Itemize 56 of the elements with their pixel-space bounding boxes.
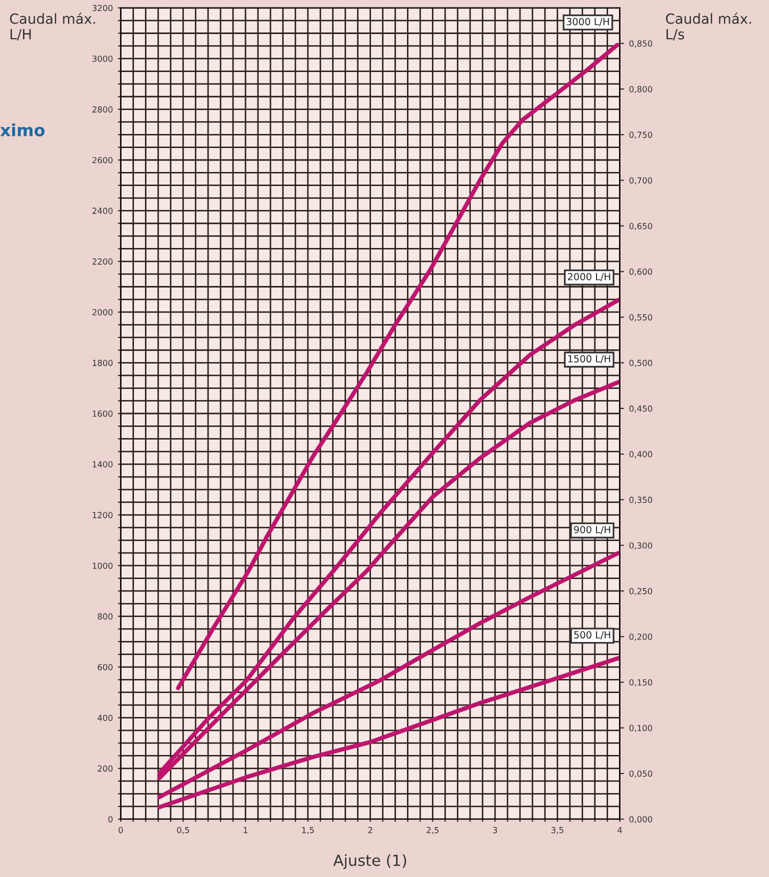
y2-tick-label: 0,750 <box>629 132 652 139</box>
text: 1500 L/H <box>568 355 610 364</box>
line-series <box>176 42 620 690</box>
x-tick-label: 3,5 <box>551 826 564 834</box>
text: 900 L/H <box>574 526 610 534</box>
y2-tick-label: 0,100 <box>629 724 652 732</box>
y-tick-label: 600 <box>98 664 113 670</box>
line-series <box>157 550 620 800</box>
y-tick-label: 1600 <box>92 410 113 417</box>
line-series <box>157 656 620 810</box>
y-tick-label: 0 <box>108 816 113 822</box>
y2-tick-label: 0,300 <box>629 542 652 550</box>
text: 500 L/H <box>574 631 610 640</box>
y2-tick-label: 0,050 <box>629 770 652 778</box>
y-tick-label: 800 <box>98 613 113 620</box>
y2-tick-label: 0,350 <box>629 496 652 504</box>
y-tick-label: 2400 <box>92 208 113 214</box>
y-tick-label: 200 <box>98 765 113 772</box>
y2-tick-label: 0,150 <box>629 679 652 686</box>
y2-tick-label: 0,850 <box>629 40 652 48</box>
x-tick-label: 0,5 <box>177 826 190 834</box>
y2-tick-label: 0,400 <box>629 451 652 458</box>
text: ximo <box>0 123 45 136</box>
y-tick-label: 1800 <box>92 360 113 366</box>
x-tick-label: 4 <box>618 827 622 834</box>
y2-tick-label: 0,450 <box>629 405 652 413</box>
text: 3000 L/H <box>566 18 609 26</box>
y-tick-label: 1400 <box>92 461 113 468</box>
y2-tick-label: 0,550 <box>629 314 652 322</box>
y-tick-label: 1000 <box>92 562 113 569</box>
y-tick-label: 3000 <box>92 56 113 62</box>
x-axis-title: Ajuste (1) <box>333 854 406 870</box>
y-tick-label: 2000 <box>92 309 113 316</box>
y-tick-label: 3200 <box>92 4 113 12</box>
x-tick-label: 2,5 <box>426 826 439 834</box>
x-tick-label: 1 <box>244 827 248 834</box>
y-axis-title: Caudal máx. L/H <box>10 12 96 41</box>
x-tick-label: 0 <box>118 826 123 834</box>
y-tick-label: 1200 <box>92 512 113 518</box>
y-tick-label: 2600 <box>92 156 113 164</box>
y2-tick-label: 0,800 <box>629 86 652 94</box>
y2-tick-label: 0,500 <box>629 360 652 367</box>
text: 2000 L/H <box>568 272 610 282</box>
y-tick-label: 2200 <box>92 258 113 265</box>
y2-tick-label: 0,600 <box>629 268 652 276</box>
x-tick-label: 2 <box>368 826 372 834</box>
y2-tick-label: 0,200 <box>629 634 652 641</box>
x-tick-label: 3 <box>493 826 498 834</box>
y-tick-label: 400 <box>98 714 113 721</box>
y2-tick-label: 0,250 <box>629 588 652 596</box>
y2-axis-title: Caudal máx. L/s <box>666 12 751 41</box>
y-tick-label: 2800 <box>92 106 113 113</box>
y2-tick-label: 0,700 <box>629 177 652 184</box>
x-tick-label: 1,5 <box>302 827 314 834</box>
y2-tick-label: 0,000 <box>629 816 652 824</box>
y2-tick-label: 0,650 <box>629 222 652 230</box>
